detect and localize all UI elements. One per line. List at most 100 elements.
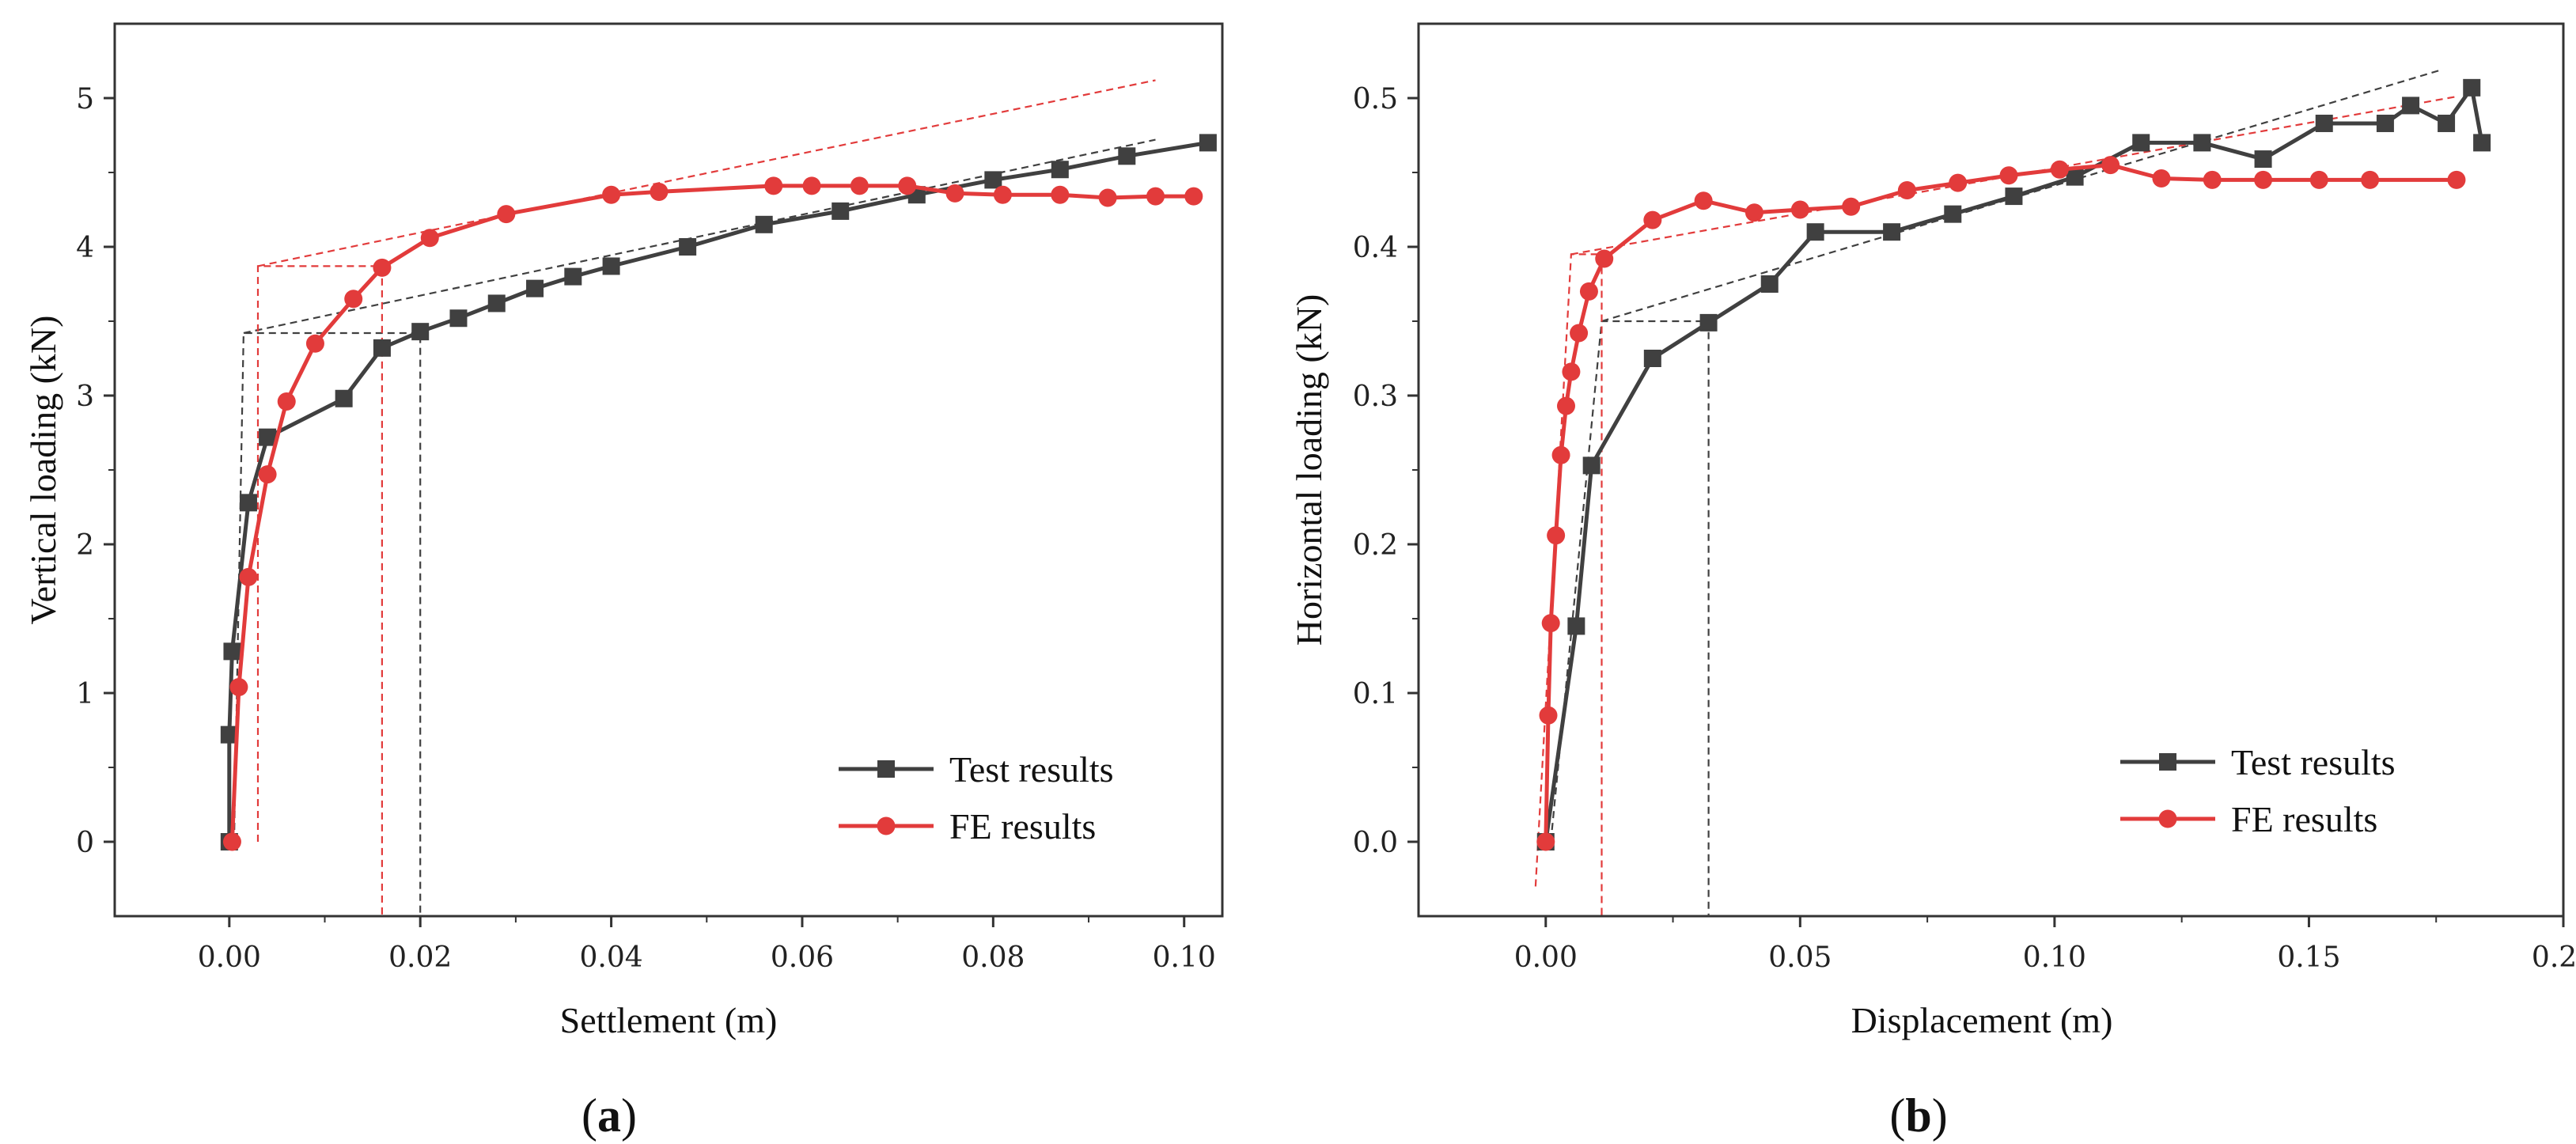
data-point-test	[2376, 114, 2394, 132]
legend-marker-circle	[877, 816, 896, 835]
data-point-test	[2066, 168, 2084, 186]
data-point-fe	[1562, 362, 1581, 381]
data-point-fe	[1551, 445, 1570, 464]
data-point-test	[2438, 114, 2456, 132]
data-point-test	[1760, 275, 1779, 293]
y-tick-label: 0	[76, 827, 94, 859]
x-tick-label: 0.20	[2532, 941, 2576, 974]
y-tick-label: 0.2	[1353, 529, 1398, 562]
data-point-fe	[1579, 282, 1598, 301]
data-point-fe	[945, 184, 964, 203]
construction-line	[256, 265, 383, 916]
data-point-fe	[2309, 170, 2328, 189]
x-tick-label: 0.06	[771, 941, 834, 974]
data-point-test	[487, 294, 506, 313]
chart-a: 0.00 0.02 0.04 0.06 0.08 0.10 0 1 2 3 4 5 Settlement…	[23, 22, 1224, 1142]
data-point-fe	[420, 229, 439, 248]
data-point-test	[1643, 350, 1661, 367]
chart-b: 0.00 0.05 0.10 0.15 0.20 0.0 0.1 0.2 0.3 0.4 0.5 Di…	[1289, 22, 2576, 1142]
y-axis-label: Vertical loading (kN)	[23, 316, 63, 625]
data-point-fe	[1842, 197, 1861, 216]
data-point-test	[2463, 78, 2481, 97]
data-point-fe	[1694, 191, 1713, 210]
data-point-fe	[1949, 173, 1968, 192]
data-point-fe	[305, 334, 324, 353]
data-point-test	[564, 267, 582, 286]
data-point-fe	[1643, 210, 1662, 229]
data-point-fe	[258, 465, 277, 484]
series-line-fe	[1544, 163, 2457, 843]
y-tick-label: 2	[76, 529, 94, 562]
x-tick-label: 0.04	[580, 941, 643, 974]
data-point-test	[1567, 617, 1585, 635]
data-point-fe	[1570, 324, 1589, 343]
data-point-test	[1199, 134, 1217, 152]
panel-label: (b)	[1889, 1089, 1947, 1142]
data-point-fe	[2203, 170, 2222, 189]
x-tick-label: 0.02	[388, 941, 452, 974]
panel-letter: b	[1905, 1089, 1931, 1142]
panel-letter: a	[597, 1089, 621, 1142]
series-line-fe	[229, 184, 1194, 843]
data-point-test	[2402, 97, 2420, 115]
data-point-fe	[1539, 706, 1558, 725]
data-point-fe	[1098, 188, 1117, 207]
data-point-test	[1051, 161, 1069, 179]
data-point-fe	[373, 258, 392, 277]
legend-label: Test results	[2231, 742, 2396, 782]
data-point-fe	[1051, 185, 1070, 204]
y-axis-label: Horizontal loading (kN)	[1289, 294, 1329, 646]
data-point-test	[2005, 188, 2023, 206]
construction-line	[1570, 96, 2457, 256]
data-point-test	[2473, 134, 2491, 152]
x-tick-label: 0.15	[2277, 941, 2340, 974]
x-tick-label: 0.08	[961, 941, 1025, 974]
data-point-test	[1118, 147, 1136, 165]
construction-line	[233, 331, 422, 916]
data-point-fe	[1536, 832, 1555, 851]
data-point-fe	[2050, 160, 2069, 179]
legend-marker-circle	[2158, 809, 2177, 828]
y-tick-label: 1	[76, 678, 94, 710]
construction-line	[1601, 69, 2442, 323]
x-tick-label: 0.10	[2023, 941, 2086, 974]
data-point-test	[602, 257, 620, 275]
data-point-fe	[1790, 200, 1809, 219]
plot-area	[1534, 69, 2491, 916]
data-point-fe	[277, 392, 296, 411]
construction-line	[1550, 320, 1710, 916]
panel-label: (a)	[581, 1089, 637, 1142]
data-point-fe	[229, 677, 248, 696]
data-point-fe	[1595, 249, 1614, 268]
y-tick-label: 0.4	[1353, 232, 1398, 264]
data-point-test	[223, 642, 241, 661]
x-tick-label: 0.00	[1514, 941, 1578, 974]
x-tick-label: 0.00	[198, 941, 261, 974]
data-point-test	[1944, 205, 1962, 223]
data-point-fe	[898, 176, 917, 195]
data-point-test	[373, 339, 391, 357]
data-point-fe	[993, 185, 1012, 204]
data-point-fe	[764, 176, 783, 195]
data-point-fe	[2361, 170, 2380, 189]
data-point-fe	[1744, 203, 1763, 222]
legend-label: FE results	[2231, 799, 2377, 839]
data-point-fe	[2254, 170, 2273, 189]
data-point-fe	[1547, 526, 1566, 545]
data-point-fe	[239, 567, 258, 586]
data-point-test	[2254, 150, 2272, 169]
data-point-test	[2315, 114, 2333, 132]
legend-marker-square	[2159, 753, 2176, 771]
plot-area	[220, 79, 1217, 916]
series-line-test	[227, 140, 1209, 842]
data-point-test	[449, 309, 468, 328]
data-point-test	[1883, 223, 1901, 241]
data-point-test	[755, 215, 773, 233]
data-point-test	[679, 238, 697, 256]
data-point-test	[1806, 223, 1824, 241]
data-point-test	[220, 725, 238, 744]
data-point-test	[259, 428, 277, 446]
data-point-fe	[1184, 187, 1203, 206]
data-point-test	[2132, 134, 2150, 152]
